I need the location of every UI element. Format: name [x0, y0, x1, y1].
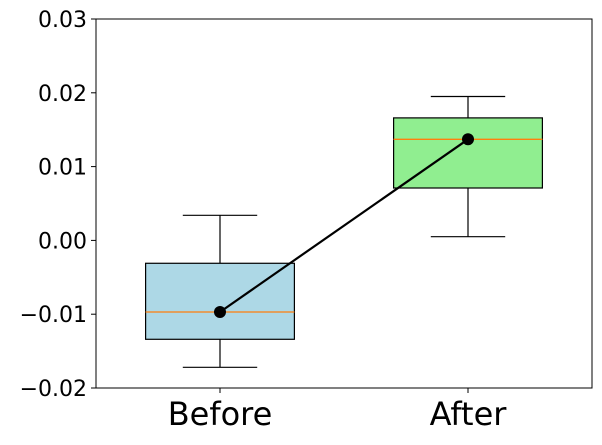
box-before: [145, 214, 296, 368]
y-tick-label: 0.02: [38, 82, 87, 107]
y-tick-label: 0.00: [38, 229, 87, 254]
box-after: [393, 95, 544, 238]
x-tick-label: After: [430, 395, 508, 433]
connecting-line-layer: [214, 133, 474, 318]
mean-marker-after: [462, 133, 474, 146]
y-axis: −0.02 −0.01 0.00 0.01 0.02 0.03: [20, 8, 96, 402]
mean-marker-before: [214, 305, 226, 318]
axes-frame: [95, 18, 593, 389]
x-axis: Before After: [168, 388, 508, 433]
box-iqr: [393, 117, 544, 189]
box-iqr: [145, 262, 296, 340]
y-tick-label: 0.03: [38, 8, 87, 33]
boxes-layer: [145, 95, 544, 368]
y-tick-label: −0.02: [20, 377, 87, 402]
mean-connecting-line: [219, 138, 469, 313]
x-tick-label: Before: [168, 395, 273, 433]
y-tick-label: −0.01: [20, 303, 87, 328]
axes-frame-layer: [95, 18, 593, 389]
y-tick-label: 0.01: [38, 156, 87, 181]
